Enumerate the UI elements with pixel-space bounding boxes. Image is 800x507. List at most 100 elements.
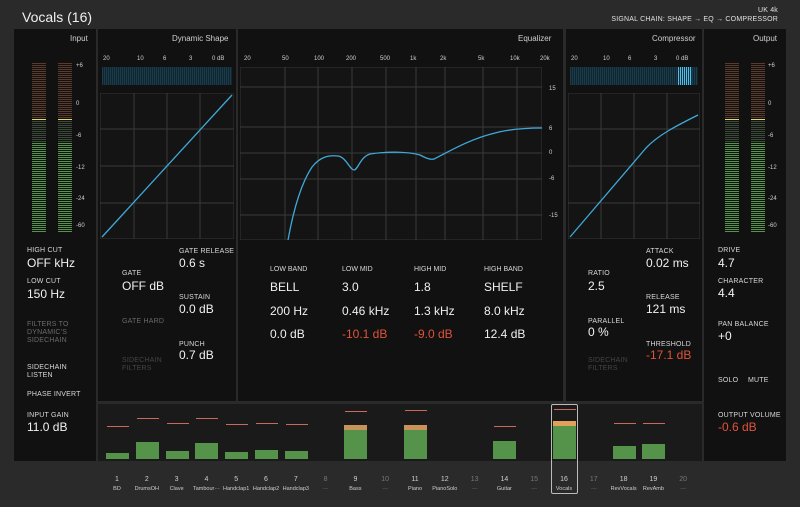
channel-number[interactable]: 18 <box>619 476 628 483</box>
channel-number[interactable]: 15 <box>530 476 539 483</box>
low-cut-value[interactable]: 150 Hz <box>27 287 66 301</box>
gate-value[interactable]: OFF dB <box>122 279 165 293</box>
channel-name[interactable]: Bass <box>349 486 362 492</box>
channel-name[interactable]: — <box>382 486 388 492</box>
eq-band-gain[interactable]: -10.1 dB <box>342 327 388 341</box>
meter-segment <box>725 99 739 100</box>
shape-sidechain-filters-toggle[interactable]: SIDECHAIN FILTERS <box>122 357 162 372</box>
channel-name[interactable]: RevVocals <box>610 486 637 492</box>
channel-number[interactable]: 11 <box>411 476 419 483</box>
high-cut-value[interactable]: OFF kHz <box>27 256 75 270</box>
filters-to-sidechain-toggle[interactable]: FILTERS TO DYNAMIC'S SIDECHAIN <box>27 321 69 344</box>
meter-segment <box>725 205 739 206</box>
eq-band-frequency[interactable]: 200 Hz <box>270 304 309 318</box>
parallel-value[interactable]: 0 % <box>588 325 609 339</box>
channel-number[interactable]: 13 <box>470 476 479 483</box>
channel-number[interactable]: 2 <box>144 476 149 483</box>
channel-number[interactable]: 19 <box>649 476 658 483</box>
channel-name[interactable]: — <box>680 486 686 492</box>
channel-name[interactable]: BD <box>113 486 121 492</box>
channel-name[interactable]: — <box>471 486 478 492</box>
dynamic-shape-graph[interactable] <box>100 93 234 239</box>
eq-band-type[interactable]: 1.8 <box>414 280 431 294</box>
channel-level-bar[interactable] <box>106 452 129 459</box>
phase-invert-toggle[interactable]: PHASE INVERT <box>27 391 81 398</box>
channel-name[interactable]: Handclap3 <box>282 486 309 492</box>
channel-number[interactable]: 20 <box>679 476 688 483</box>
attack-value[interactable]: 0.02 ms <box>646 256 689 270</box>
gate-release-value[interactable]: 0.6 s <box>179 256 206 270</box>
eq-band-gain[interactable]: -9.0 dB <box>414 327 453 341</box>
channel-number[interactable]: 5 <box>234 476 239 483</box>
channel-peak-tick <box>405 409 427 411</box>
mute-button[interactable]: MUTE <box>748 377 769 384</box>
eq-band-type[interactable]: BELL <box>270 280 300 294</box>
channel-number[interactable]: 7 <box>293 476 298 483</box>
channel-name[interactable]: — <box>591 486 597 492</box>
eq-curve-graph[interactable] <box>240 67 542 240</box>
channel-level-bar[interactable] <box>344 424 368 459</box>
channel-level-bar[interactable] <box>553 421 576 459</box>
sustain-value[interactable]: 0.0 dB <box>179 302 214 316</box>
drive-value[interactable]: 4.7 <box>718 256 735 270</box>
channel-level-bar[interactable] <box>493 440 517 459</box>
channel-level-bar[interactable] <box>165 451 189 459</box>
channel-name[interactable]: Handclap2 <box>252 486 280 492</box>
channel-name[interactable]: Handclap1 <box>223 486 250 492</box>
channel-number[interactable]: 1 <box>115 476 119 483</box>
channel-number[interactable]: 16 <box>560 476 568 483</box>
ratio-value[interactable]: 2.5 <box>588 279 605 293</box>
channel-level-bar[interactable] <box>255 449 278 459</box>
eq-band-type[interactable]: SHELF <box>484 280 523 294</box>
meter-segment <box>32 103 46 104</box>
compressor-graph[interactable] <box>568 93 700 239</box>
meter-segment <box>58 185 72 186</box>
channel-number[interactable]: 9 <box>353 476 358 483</box>
output-volume-value[interactable]: -0.6 dB <box>718 420 757 434</box>
channel-name[interactable]: Tambour··· <box>192 486 220 492</box>
channel-name[interactable]: DrumsOH <box>134 486 160 492</box>
selected-channel-highlight[interactable] <box>551 404 578 494</box>
channel-level-bar[interactable] <box>642 443 666 459</box>
channel-level-bar[interactable] <box>135 441 159 459</box>
eq-band-gain[interactable]: 12.4 dB <box>484 327 526 341</box>
channel-number[interactable]: 12 <box>440 476 449 483</box>
gate-hard-toggle[interactable]: GATE HARD <box>122 318 165 325</box>
meter-segment <box>751 109 765 110</box>
channel-level-bar[interactable] <box>195 442 219 459</box>
channel-name[interactable]: — <box>322 486 329 492</box>
channel-name[interactable]: Piano <box>407 486 423 492</box>
channel-number[interactable]: 14 <box>500 476 509 483</box>
eq-band-frequency[interactable]: 8.0 kHz <box>484 304 525 318</box>
channel-name[interactable]: Clave <box>169 486 184 492</box>
eq-band-type[interactable]: 3.0 <box>342 280 359 294</box>
channel-name[interactable]: PianoSolo <box>432 486 458 492</box>
channel-number[interactable]: 6 <box>264 476 268 483</box>
comp-sidechain-filters-toggle[interactable]: SIDECHAIN FILTERS <box>588 357 628 372</box>
eq-band-gain[interactable]: 0.0 dB <box>270 327 305 341</box>
solo-button[interactable]: SOLO <box>718 377 739 384</box>
threshold-value[interactable]: -17.1 dB <box>646 348 692 362</box>
channel-level-bar[interactable] <box>612 446 636 459</box>
channel-name[interactable]: Guitar <box>496 486 512 492</box>
punch-value[interactable]: 0.7 dB <box>179 348 214 362</box>
channel-number[interactable]: 10 <box>381 476 390 483</box>
channel-level-bar[interactable] <box>404 424 427 459</box>
channel-level-bar[interactable] <box>225 452 249 459</box>
input-gain-value[interactable]: 11.0 dB <box>27 420 68 434</box>
channel-name[interactable]: Vocals <box>555 486 573 492</box>
eq-band-frequency[interactable]: 1.3 kHz <box>414 304 455 318</box>
channel-number[interactable]: 17 <box>589 476 598 483</box>
channel-number[interactable]: 4 <box>204 476 209 483</box>
sidechain-listen-toggle[interactable]: SIDECHAIN LISTEN <box>27 364 67 379</box>
release-value[interactable]: 121 ms <box>646 302 686 316</box>
eq-band-frequency[interactable]: 0.46 kHz <box>342 304 390 318</box>
channel-number[interactable]: 3 <box>174 476 179 483</box>
character-value[interactable]: 4.4 <box>718 286 735 300</box>
channel-number[interactable]: 8 <box>323 476 328 483</box>
pan-balance-value[interactable]: +0 <box>718 329 732 343</box>
channel-name[interactable]: — <box>531 486 537 492</box>
channel-name[interactable]: RevAmb <box>642 486 664 492</box>
signal-chain-label[interactable]: SIGNAL CHAIN: SHAPE → EQ → COMPRESSOR <box>611 16 778 23</box>
channel-level-bar[interactable] <box>284 451 308 459</box>
